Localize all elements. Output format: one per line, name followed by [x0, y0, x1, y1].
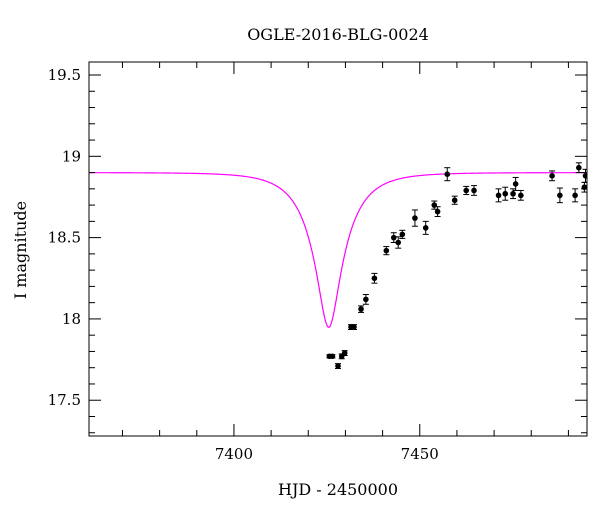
data-point: [422, 220, 429, 235]
data-point: [411, 209, 418, 227]
data-marker: [329, 353, 336, 360]
data-point: [575, 162, 582, 174]
chart-title: OGLE-2016-BLG-0024: [247, 25, 429, 44]
plot-area: [89, 162, 587, 370]
data-point: [502, 186, 509, 201]
data-marker: [471, 187, 477, 194]
data-marker: [557, 192, 563, 199]
data-point: [350, 324, 357, 330]
data-marker: [572, 192, 578, 199]
data-marker: [549, 173, 555, 179]
data-marker: [363, 296, 369, 303]
data-point: [581, 181, 587, 193]
model-curve: [89, 172, 587, 328]
data-point: [335, 363, 341, 370]
data-marker: [341, 350, 348, 356]
data-marker: [502, 190, 509, 197]
data-point: [510, 188, 517, 200]
data-marker: [444, 171, 451, 177]
y-tick-label: 18.5: [48, 229, 81, 247]
data-point: [517, 189, 524, 201]
data-marker: [412, 215, 418, 221]
axis-ticks: 7400 7450 17.5 18 18.5 19 19.5: [48, 62, 587, 463]
data-marker: [463, 187, 470, 194]
data-point: [434, 206, 441, 217]
data-marker: [576, 164, 582, 171]
data-marker: [510, 190, 516, 197]
data-marker: [422, 225, 429, 231]
data-point: [471, 185, 478, 196]
data-point: [582, 168, 587, 183]
data-marker: [390, 234, 397, 241]
data-marker: [395, 239, 402, 246]
data-point: [556, 187, 563, 204]
data-marker: [495, 192, 502, 199]
y-tick-label: 19: [62, 147, 81, 165]
x-axis-label: HJD - 2450000: [278, 480, 398, 499]
data-point: [444, 167, 451, 182]
data-marker: [358, 306, 364, 312]
data-point: [395, 236, 402, 249]
data-point: [572, 188, 579, 203]
y-tick-label: 19.5: [48, 66, 81, 84]
y-tick-label: 17.5: [48, 391, 81, 409]
data-marker: [351, 324, 357, 330]
data-marker: [383, 247, 390, 254]
data-point: [371, 272, 378, 284]
data-marker: [512, 181, 519, 187]
data-point: [431, 200, 438, 210]
y-axis-label: I magnitude: [11, 201, 30, 299]
x-tick-label: 7400: [215, 445, 253, 463]
data-marker: [434, 208, 441, 215]
data-marker: [518, 192, 524, 199]
y-tick-label: 18: [62, 310, 81, 328]
plot-frame: [88, 61, 588, 437]
data-point: [341, 350, 348, 357]
data-point: [451, 195, 458, 205]
data-point: [495, 188, 502, 203]
data-point: [399, 229, 406, 239]
data-point: [362, 294, 369, 305]
data-point: [358, 305, 365, 313]
data-marker: [582, 173, 587, 179]
data-point: [463, 185, 470, 196]
data-marker: [371, 275, 378, 282]
data-point: [549, 170, 556, 182]
data-marker: [399, 231, 406, 238]
x-tick-label: 7450: [401, 445, 439, 463]
data-marker: [335, 363, 341, 369]
data-marker: [451, 197, 458, 204]
data-point: [383, 246, 390, 256]
data-point: [512, 176, 519, 191]
data-point: [329, 353, 336, 360]
